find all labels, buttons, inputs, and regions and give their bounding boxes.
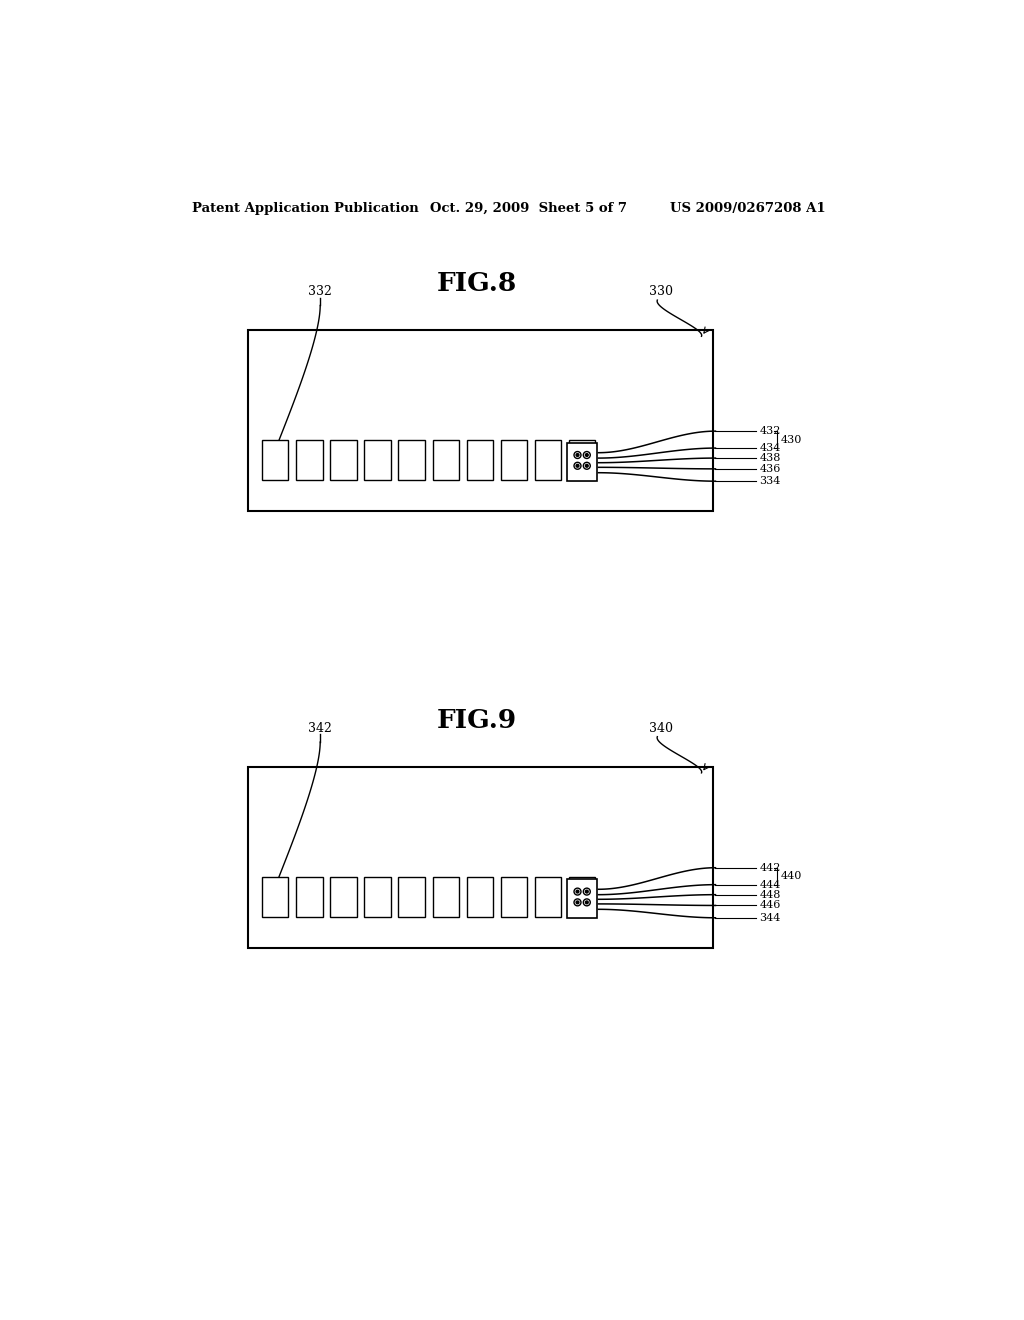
Bar — [296, 441, 323, 480]
Bar — [331, 876, 356, 917]
Bar — [467, 441, 493, 480]
Text: 334: 334 — [760, 477, 781, 486]
Text: 444: 444 — [760, 879, 781, 890]
Text: 438: 438 — [760, 453, 781, 463]
Bar — [248, 330, 713, 511]
Circle shape — [586, 902, 588, 904]
Text: 434: 434 — [760, 444, 781, 453]
Text: 330: 330 — [649, 285, 673, 298]
Bar — [467, 876, 493, 917]
Text: 332: 332 — [308, 285, 332, 298]
Bar — [262, 441, 289, 480]
Text: 340: 340 — [649, 722, 673, 735]
Circle shape — [586, 890, 588, 894]
Circle shape — [586, 454, 588, 457]
Bar — [296, 876, 323, 917]
Bar — [501, 876, 527, 917]
Text: 440: 440 — [780, 871, 802, 882]
Text: 436: 436 — [760, 463, 781, 474]
Bar — [432, 876, 459, 917]
Text: FIG.8: FIG.8 — [436, 272, 517, 297]
Bar — [365, 876, 391, 917]
Bar — [398, 441, 425, 480]
Circle shape — [577, 902, 579, 904]
Circle shape — [577, 890, 579, 894]
Text: US 2009/0267208 A1: US 2009/0267208 A1 — [671, 202, 826, 215]
Bar — [331, 441, 356, 480]
Circle shape — [577, 454, 579, 457]
Text: Oct. 29, 2009  Sheet 5 of 7: Oct. 29, 2009 Sheet 5 of 7 — [430, 202, 628, 215]
Bar — [569, 441, 595, 480]
Text: 342: 342 — [308, 722, 332, 735]
Text: 442: 442 — [760, 863, 781, 873]
Bar — [535, 441, 561, 480]
Bar — [567, 442, 597, 482]
Circle shape — [586, 465, 588, 467]
Bar — [248, 767, 713, 948]
Text: Patent Application Publication: Patent Application Publication — [191, 202, 418, 215]
Circle shape — [577, 465, 579, 467]
Bar — [398, 876, 425, 917]
Bar — [535, 876, 561, 917]
Text: FIG.9: FIG.9 — [436, 708, 517, 733]
Bar — [365, 441, 391, 480]
Bar — [501, 441, 527, 480]
Text: 432: 432 — [760, 426, 781, 436]
Text: 448: 448 — [760, 890, 781, 900]
Bar — [569, 876, 595, 917]
Bar — [432, 441, 459, 480]
Text: 430: 430 — [780, 434, 802, 445]
Bar — [262, 876, 289, 917]
Bar — [567, 879, 597, 917]
Text: 344: 344 — [760, 912, 781, 923]
Text: 446: 446 — [760, 900, 781, 911]
